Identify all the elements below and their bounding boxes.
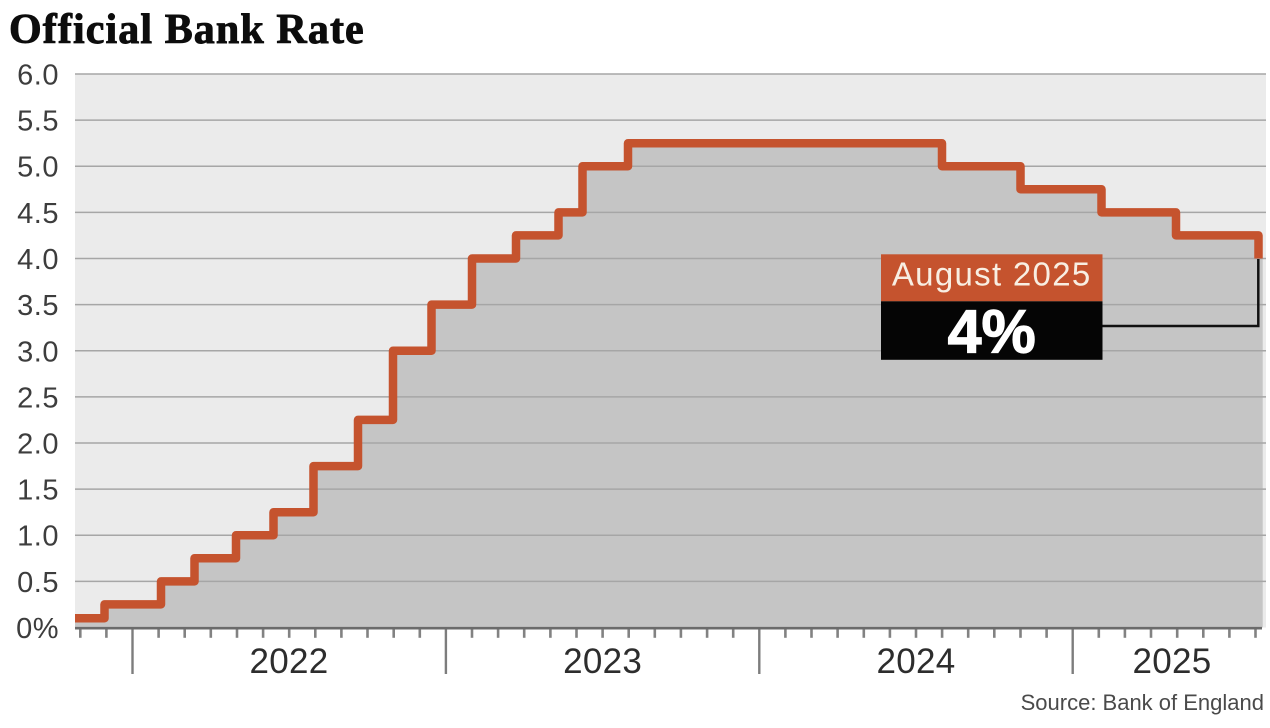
svg-text:4.5: 4.5	[17, 198, 59, 230]
svg-text:Source: Bank of England: Source: Bank of England	[1021, 690, 1264, 715]
svg-text:1.5: 1.5	[17, 475, 59, 507]
svg-text:2.5: 2.5	[17, 382, 59, 414]
svg-text:0.5: 0.5	[17, 567, 59, 599]
svg-text:2025: 2025	[1132, 642, 1211, 681]
svg-text:6.0: 6.0	[17, 60, 59, 92]
svg-text:3.5: 3.5	[17, 290, 59, 322]
svg-text:3.0: 3.0	[17, 336, 59, 368]
svg-text:August 2025: August 2025	[892, 256, 1092, 293]
svg-text:1.0: 1.0	[17, 521, 59, 553]
svg-text:Official Bank Rate: Official Bank Rate	[9, 7, 365, 53]
svg-text:4%: 4%	[948, 298, 1036, 366]
svg-text:0%: 0%	[16, 613, 59, 645]
svg-text:5.5: 5.5	[17, 106, 59, 138]
svg-text:2022: 2022	[249, 642, 328, 681]
svg-text:2023: 2023	[563, 642, 642, 681]
svg-text:2.0: 2.0	[17, 429, 59, 461]
svg-text:2024: 2024	[876, 642, 955, 681]
svg-text:5.0: 5.0	[17, 152, 59, 184]
svg-text:4.0: 4.0	[17, 244, 59, 276]
